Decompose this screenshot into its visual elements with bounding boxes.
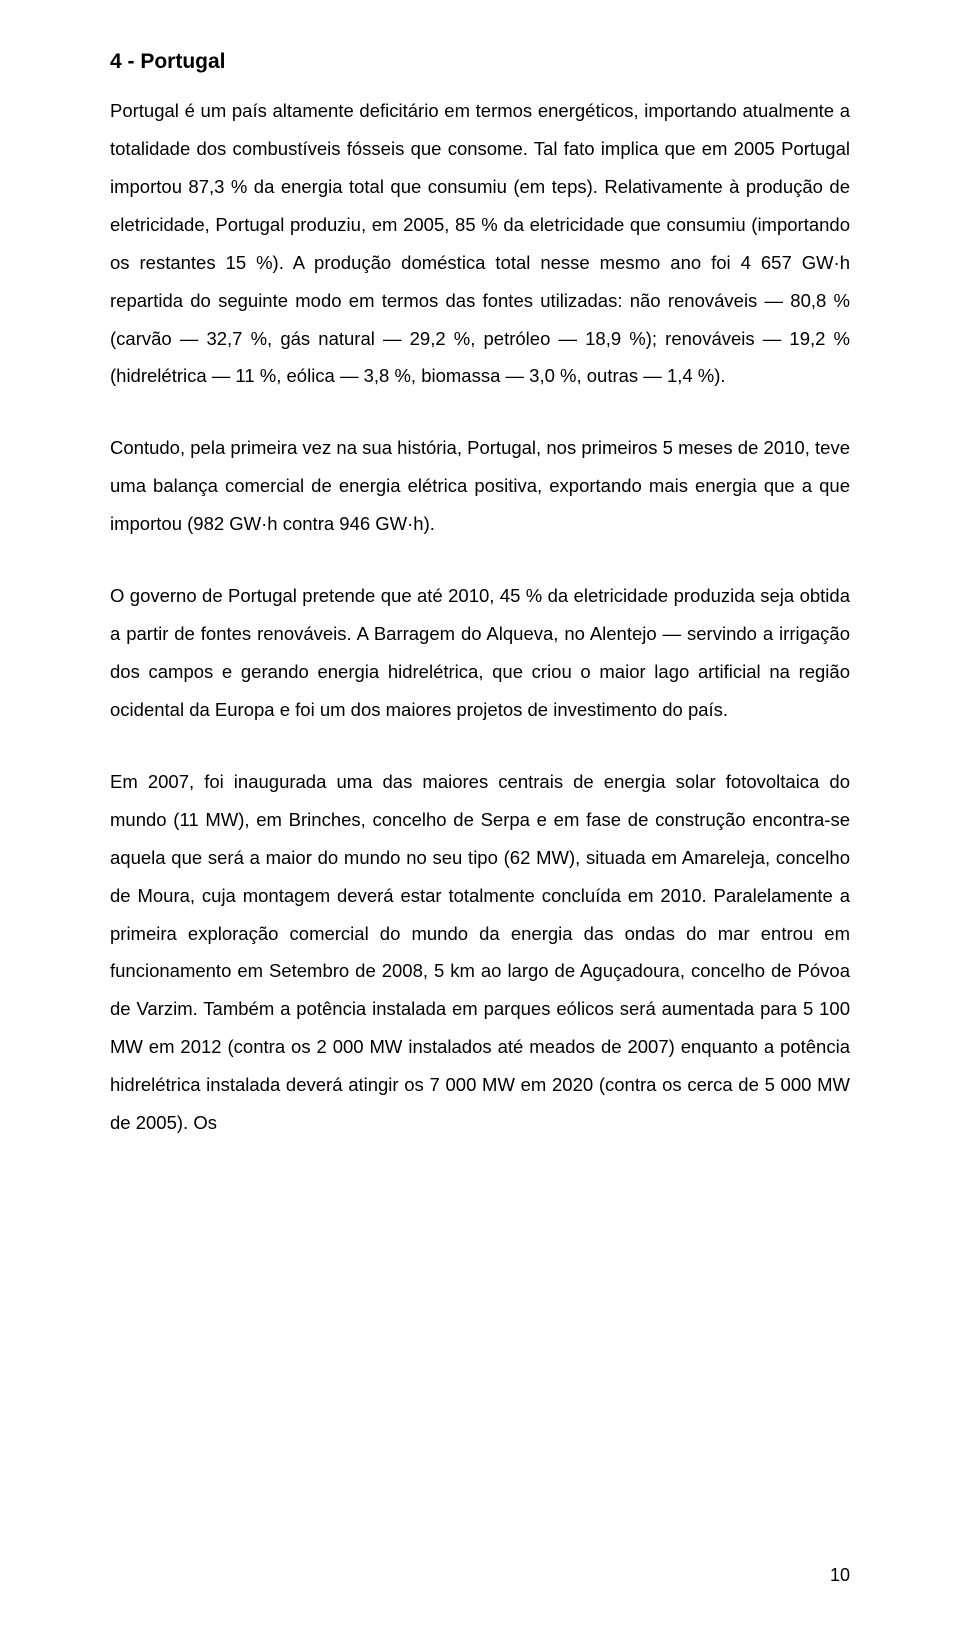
- page-number: 10: [830, 1565, 850, 1586]
- paragraph-3: O governo de Portugal pretende que até 2…: [110, 577, 850, 729]
- paragraph-2: Contudo, pela primeira vez na sua histór…: [110, 429, 850, 543]
- paragraph-1: Portugal é um país altamente deficitário…: [110, 92, 850, 395]
- paragraph-4: Em 2007, foi inaugurada uma das maiores …: [110, 763, 850, 1142]
- section-heading: 4 - Portugal: [110, 50, 850, 74]
